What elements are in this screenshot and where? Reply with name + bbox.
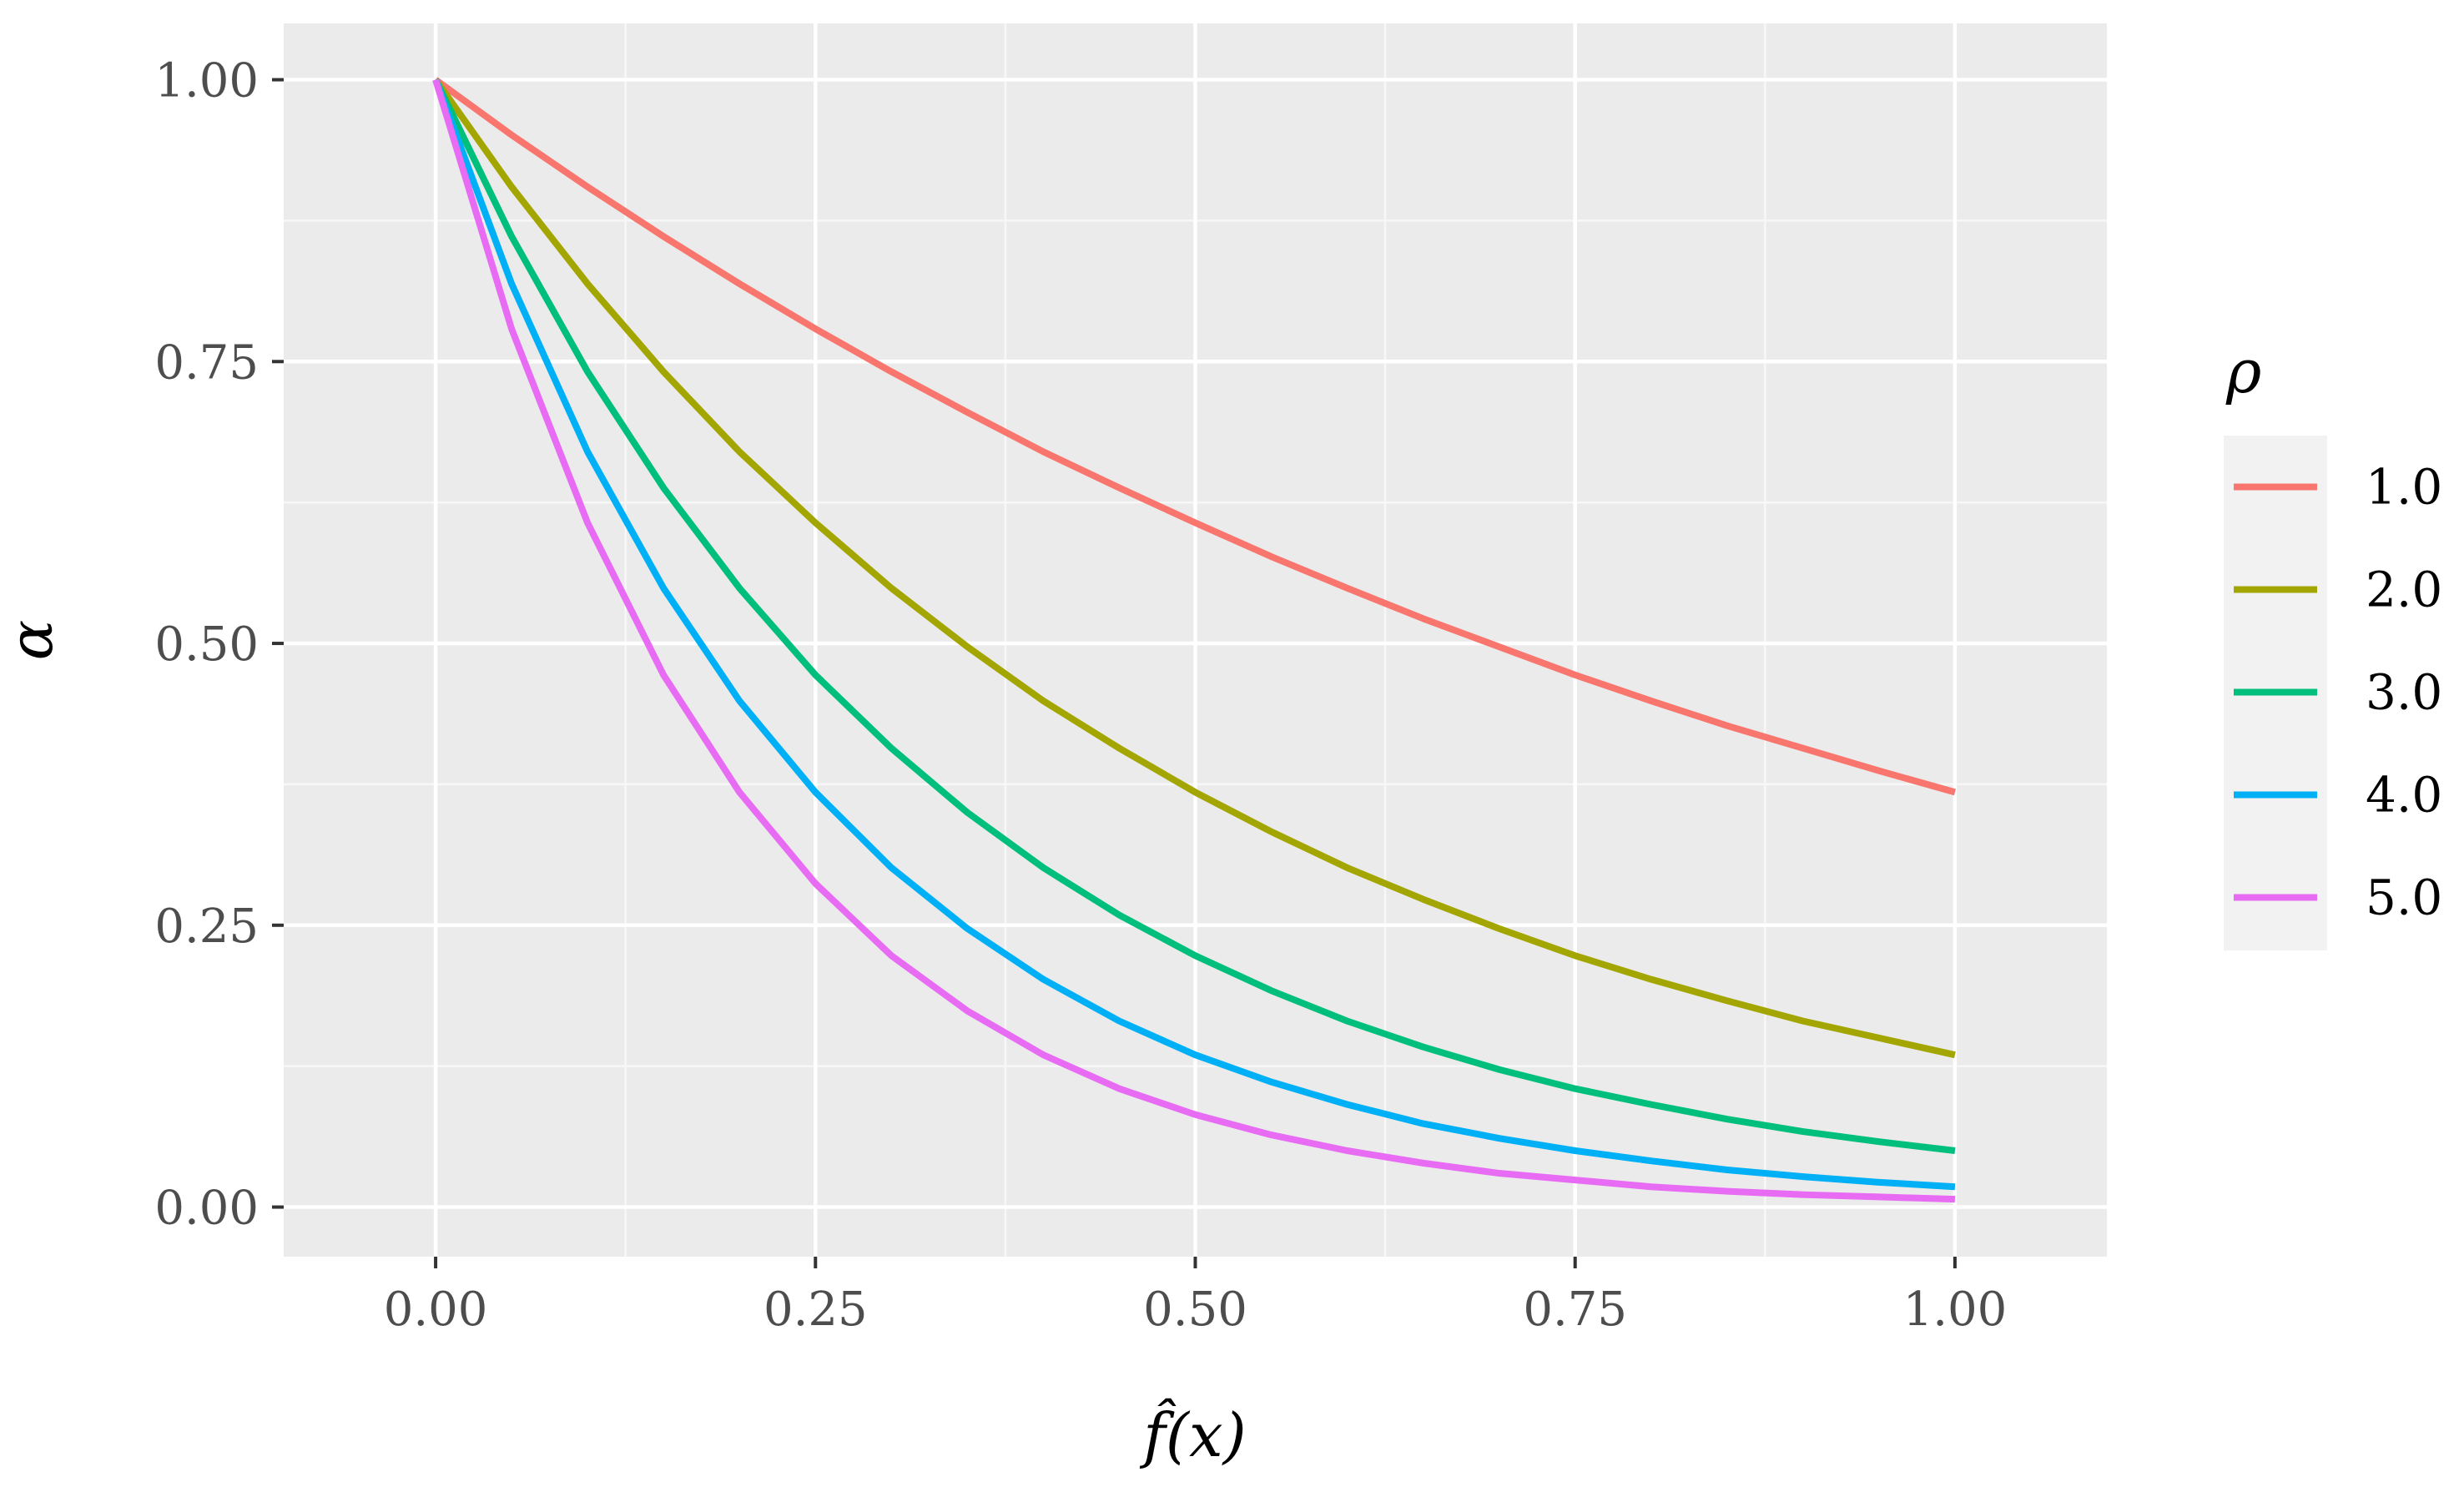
x-axis-title: f̂(x) [1139,1397,1246,1470]
x-tick-label: 1.00 [1903,1283,2008,1337]
x-tick-label: 0.00 [384,1283,488,1337]
x-tick-label: 0.25 [763,1283,868,1337]
y-tick-label: 0.75 [154,335,259,390]
x-tick-label: 0.50 [1143,1283,1247,1337]
legend-items: 1.0 2.0 3.0 4.0 5.0 [2234,459,2442,926]
series-line-3-0 [432,78,1956,1154]
y-tick-label: 0.25 [154,900,259,954]
series-line-1-0 [433,77,1957,796]
legend-label: 5.0 [2366,869,2442,926]
y-tick-label: 0.50 [154,617,259,672]
legend-title: ρ [2225,336,2261,406]
grid-major [284,23,2107,1257]
series-line-2-0 [432,78,1956,1059]
y-axis-title: α [0,620,66,661]
legend-label: 2.0 [2366,562,2442,618]
x-tick-label: 0.75 [1523,1283,1627,1337]
y-tick-label: 1.00 [154,54,259,108]
legend-label: 3.0 [2366,664,2442,721]
series-lines [432,77,1957,1203]
series-line-4-0 [432,78,1956,1191]
y-axis: 0.00 0.25 0.50 0.75 1.00 [154,54,284,1236]
legend: ρ 1.0 2.0 3.0 4.0 5.0 [2224,336,2442,950]
series-line-5-0 [432,78,1956,1203]
x-axis: 0.00 0.25 0.50 0.75 1.00 [384,1257,2008,1337]
legend-label: 1.0 [2366,459,2442,516]
legend-label: 4.0 [2366,767,2442,824]
y-tick-label: 0.00 [154,1182,259,1236]
